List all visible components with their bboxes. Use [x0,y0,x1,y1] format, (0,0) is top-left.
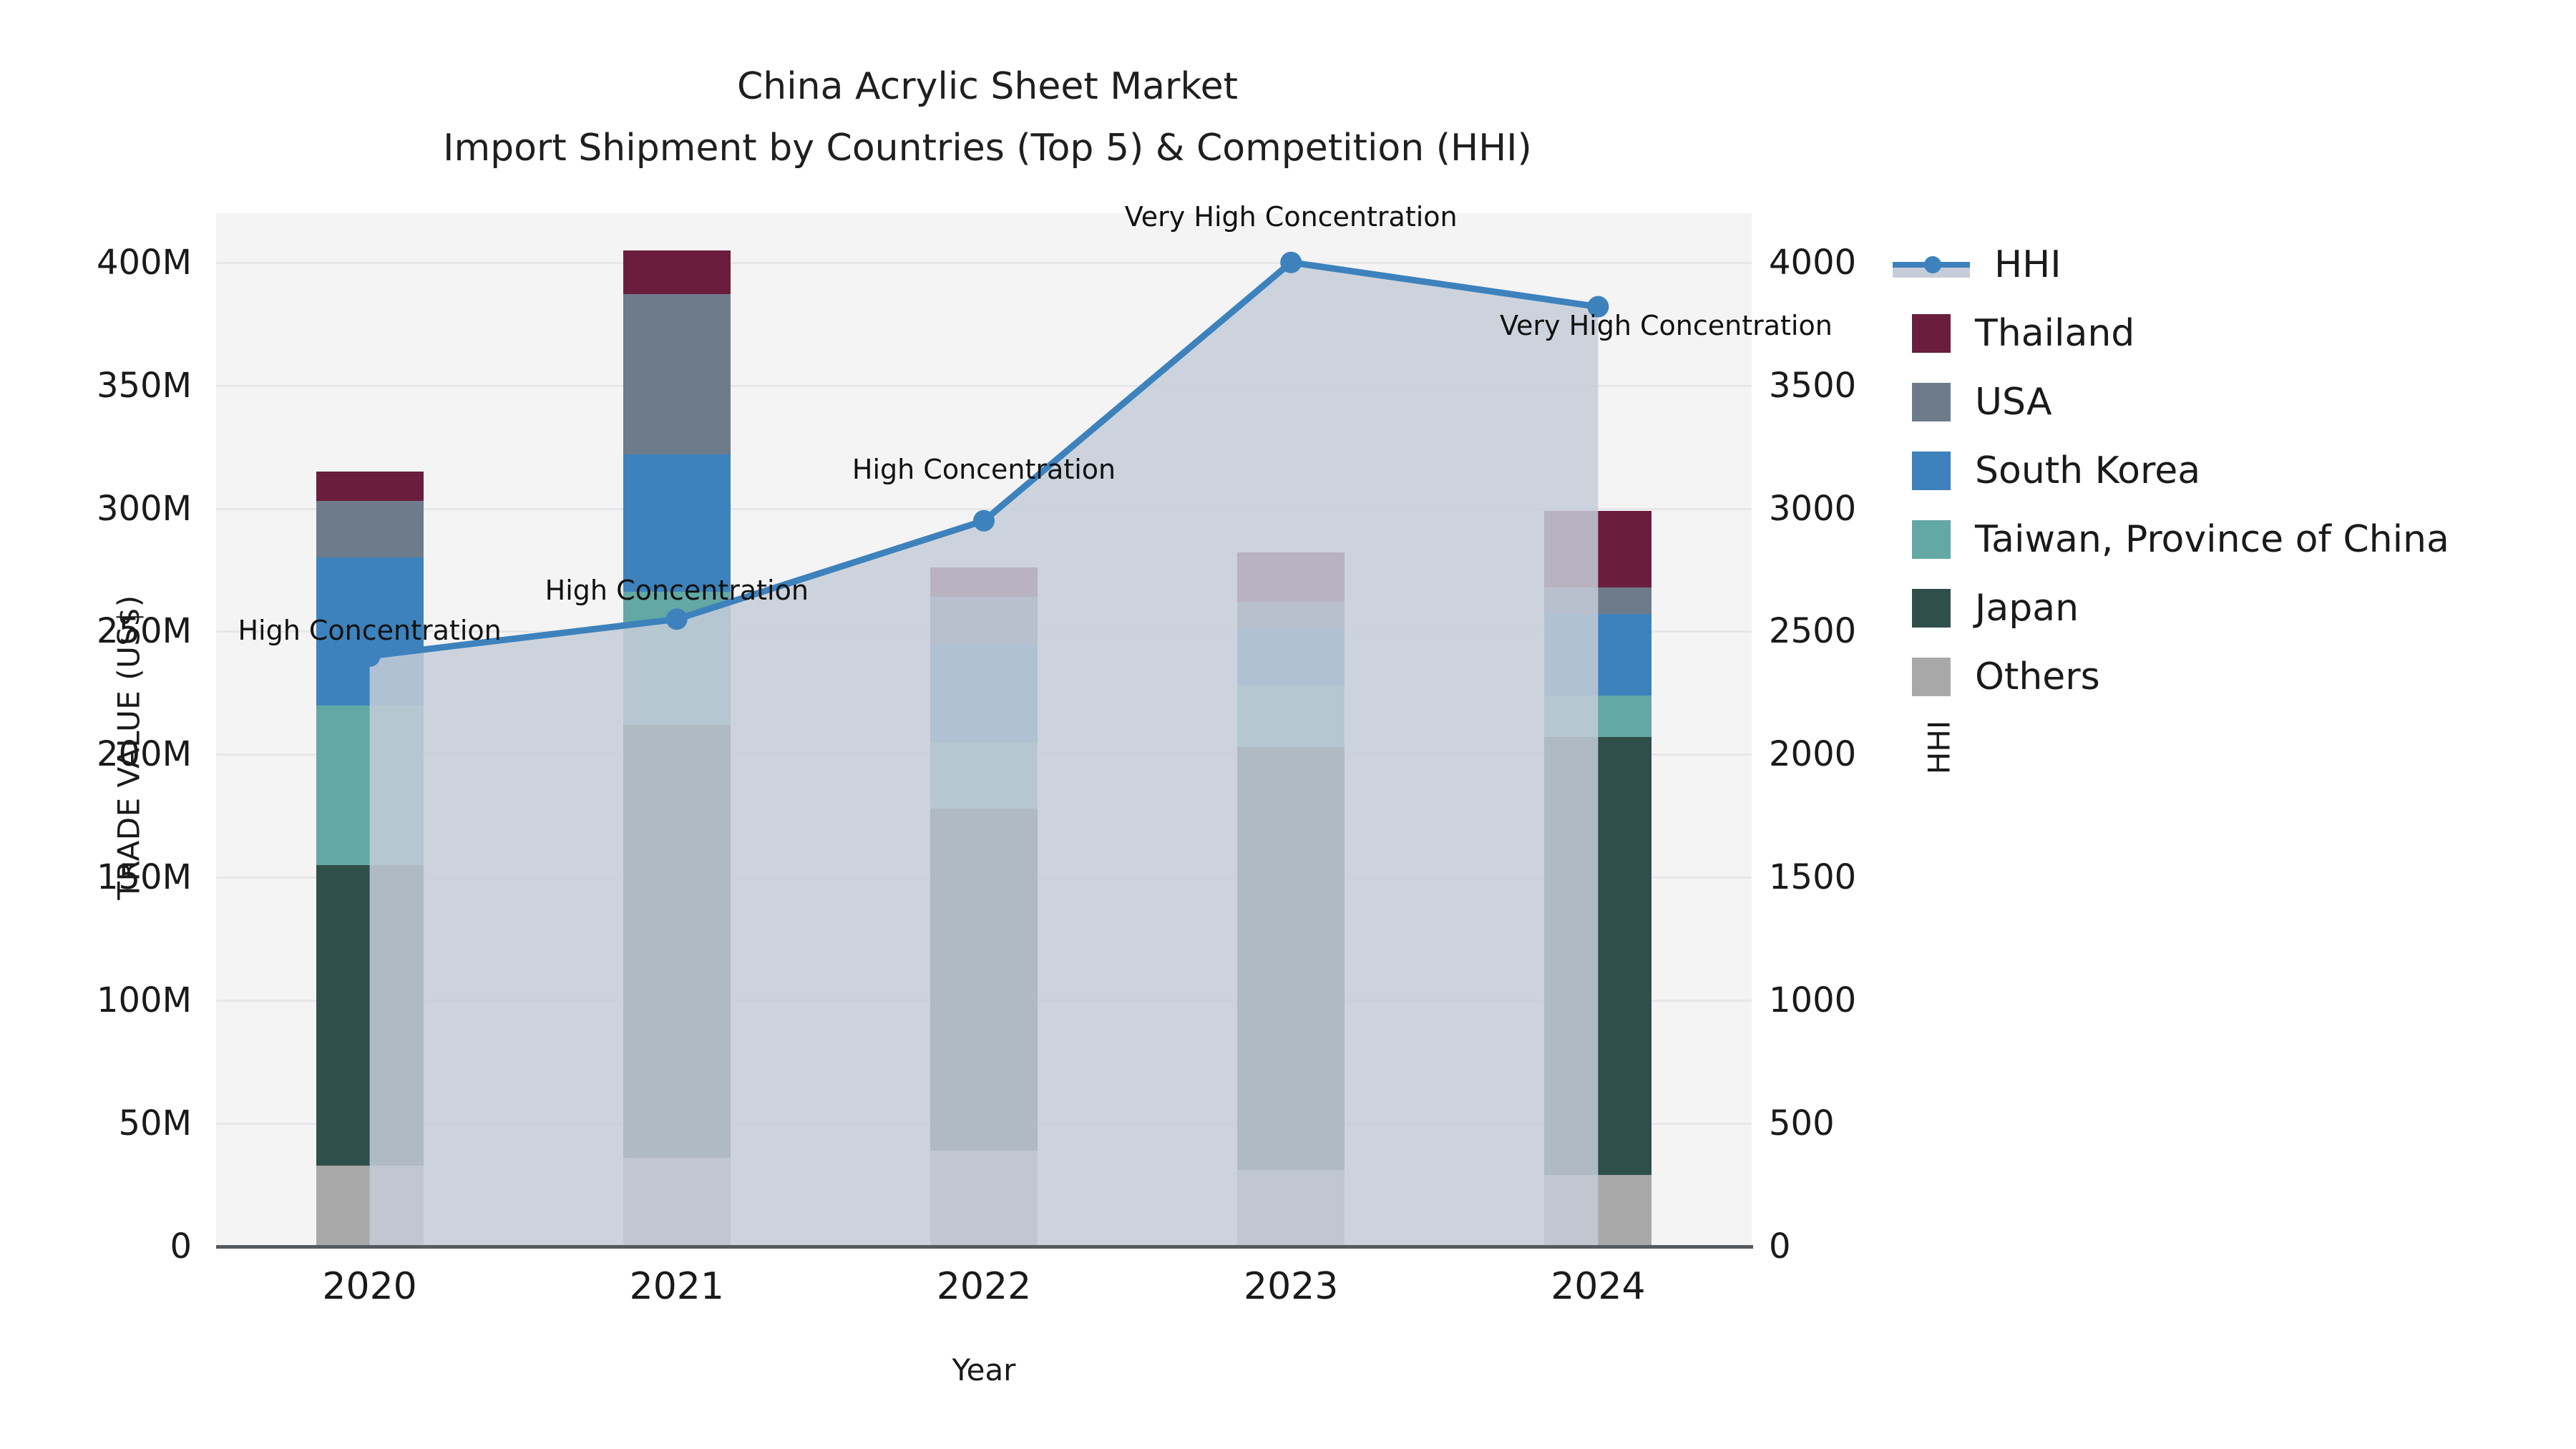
hhi-annotation: Very High Concentration [1499,309,1833,341]
legend-item[interactable]: HHI [1893,230,2449,299]
y-axis-right-tick: 4000 [1769,242,1857,283]
legend-swatch [1912,452,1951,490]
hhi-data-point [1280,251,1302,273]
legend-label: Taiwan, Province of China [1975,518,2449,561]
legend-label: HHI [1994,243,2062,286]
y-axis-left-tick: 350M [96,365,192,406]
legend-swatch [1912,658,1951,696]
x-axis-line [216,1245,1753,1249]
y-axis-left-tick: 200M [96,734,192,775]
x-axis-tick: 2022 [936,1265,1032,1308]
x-axis-tick: 2021 [629,1265,724,1308]
hhi-line-series [358,251,1609,1246]
chart-title: China Acrylic Sheet Market Import Shipme… [0,56,1975,179]
bar-segment [623,294,731,454]
legend: HHI Thailand USA South Korea Taiwan, Provinc… [1893,230,2449,711]
bar-segment [316,472,424,502]
y-axis-left-tick: 150M [96,857,192,898]
hhi-line-icon [1893,245,1970,284]
bar-segment [623,250,731,295]
y-axis-left-tick: 400M [96,242,192,283]
y-axis-left-label: TRADE VALUE (US$) [111,595,147,900]
hhi-annotation: High Concentration [545,575,809,607]
legend-item[interactable]: Japan [1912,574,2449,643]
hhi-data-point [1587,296,1609,318]
gridline [216,507,1752,510]
hhi-data-point [665,608,688,630]
legend-label: USA [1975,381,2052,424]
y-axis-left-tick: 250M [96,611,192,652]
y-axis-right-tick: 1000 [1769,980,1857,1021]
bar-segment [623,454,731,592]
title-line-1: China Acrylic Sheet Market [736,65,1239,108]
hhi-annotation: Very High Concentration [1124,200,1458,233]
y-axis-left-tick: 50M [118,1103,192,1144]
hhi-area-fill [369,262,1599,1246]
y-axis-right-tick: 3000 [1769,488,1857,529]
legend-label: Thailand [1975,312,2135,355]
legend-swatch [1912,314,1951,353]
legend-item[interactable]: Thailand [1912,299,2449,368]
legend-item[interactable]: South Korea [1912,436,2449,505]
y-axis-right-tick: 2000 [1769,734,1857,775]
legend-item[interactable]: USA [1912,368,2449,436]
legend-label: South Korea [1975,449,2201,492]
x-axis-tick: 2024 [1551,1265,1646,1308]
legend-label: Japan [1975,587,2079,630]
hhi-data-point [973,509,995,532]
legend-item[interactable]: Taiwan, Province of China [1912,505,2449,574]
gridline [216,261,1752,264]
hhi-annotation: High Concentration [852,453,1116,485]
x-axis-tick: 2023 [1244,1265,1339,1308]
legend-label: Others [1975,655,2100,698]
y-axis-right-tick: 3500 [1769,365,1857,406]
y-axis-left-tick: 300M [96,488,192,529]
y-axis-right-tick: 500 [1769,1103,1835,1144]
y-axis-left-tick: 0 [170,1226,192,1267]
legend-swatch [1912,383,1951,421]
y-axis-right-tick: 1500 [1769,857,1857,898]
y-axis-right-tick: 2500 [1769,611,1857,652]
hhi-data-point [358,645,381,667]
y-axis-right-tick: 0 [1769,1226,1791,1267]
gridline [216,384,1752,387]
legend-item[interactable]: Others [1912,643,2449,711]
legend-swatch [1912,589,1951,628]
x-axis-tick: 2020 [322,1265,417,1308]
title-line-2: Import Shipment by Countries (Top 5) & C… [443,127,1532,170]
legend-swatch [1912,520,1951,559]
hhi-annotation: High Concentration [238,614,502,646]
y-axis-left-tick: 100M [96,980,192,1021]
x-axis-label: Year [952,1352,1016,1387]
bar-segment [316,501,424,558]
